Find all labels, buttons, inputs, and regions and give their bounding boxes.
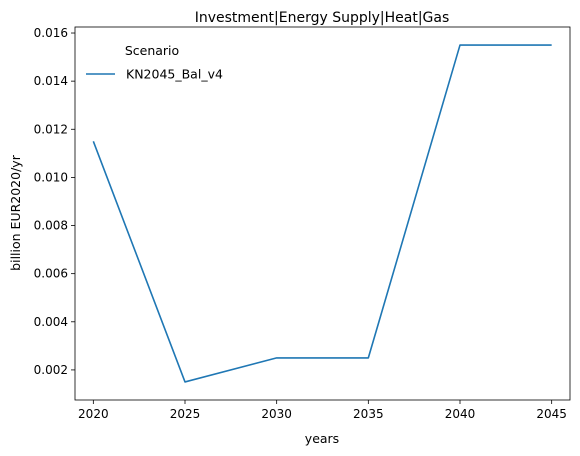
x-tick-label: 2020: [78, 407, 109, 421]
chart-title: Investment|Energy Supply|Heat|Gas: [195, 10, 450, 26]
y-tick-label: 0.006: [34, 267, 68, 281]
y-axis-ticks: 0.002 0.004 0.006 0.008 0.010 0.012 0.014 0.016: [34, 26, 75, 377]
legend-label: KN2045_Bal_v4: [126, 67, 223, 82]
x-tick-label: 2040: [445, 407, 476, 421]
y-tick-label: 0.016: [34, 26, 68, 40]
plot-area: 2020 2025 2030 2035 2040 2045 0.002 0.004 0.006…: [34, 26, 571, 421]
x-tick-label: 2045: [536, 407, 567, 421]
y-tick-label: 0.012: [34, 122, 68, 136]
legend-title: Scenario: [125, 43, 179, 58]
legend: Scenario KN2045_Bal_v4: [86, 43, 223, 82]
y-tick-label: 0.008: [34, 219, 68, 233]
y-tick-label: 0.004: [34, 315, 68, 329]
y-tick-label: 0.010: [34, 170, 68, 184]
x-axis-title: years: [305, 431, 339, 446]
y-tick-label: 0.014: [34, 74, 68, 88]
plot-frame: [74, 26, 571, 401]
y-tick-label: 0.002: [34, 363, 68, 377]
x-tick-label: 2025: [170, 407, 201, 421]
x-tick-label: 2035: [353, 407, 384, 421]
y-axis-title: billion EUR2020/yr: [8, 154, 23, 271]
legend-items: KN2045_Bal_v4: [86, 67, 223, 82]
x-axis-ticks: 2020 2025 2030 2035 2040 2045: [78, 400, 567, 421]
series-layer: [92, 44, 552, 383]
series-line: [92, 44, 552, 383]
x-tick-label: 2030: [261, 407, 292, 421]
